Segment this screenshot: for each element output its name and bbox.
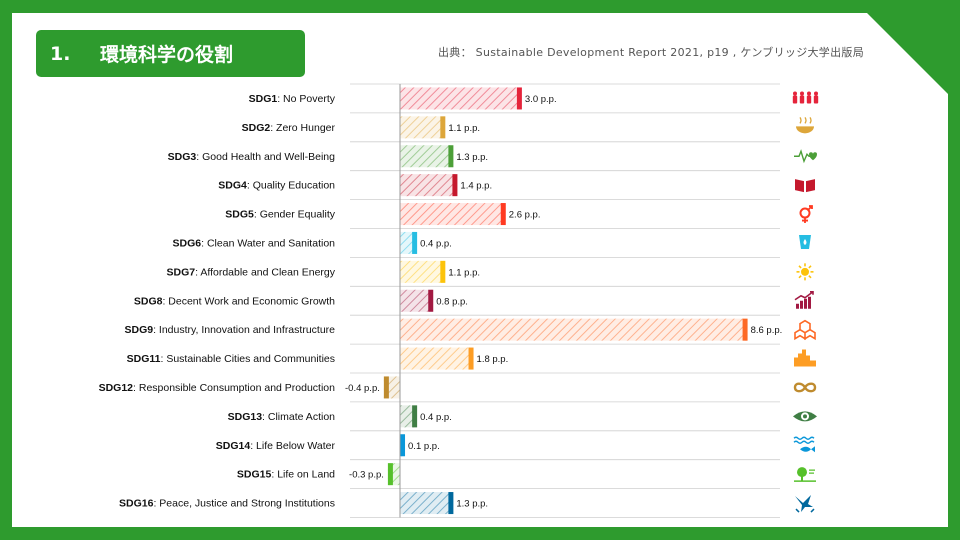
fish-icon <box>793 436 815 453</box>
bar-sdg4 <box>400 174 457 197</box>
growth-chart-icon <box>794 290 814 309</box>
people-icon <box>792 91 819 104</box>
value-label-sdg6: 0.4 p.p. <box>420 238 452 249</box>
category-label-sdg11: SDG11: Sustainable Cities and Communitie… <box>127 353 335 365</box>
sun-icon <box>796 263 814 281</box>
page-title: 環境科学の役割 <box>100 44 234 66</box>
value-label-sdg3: 1.3 p.p. <box>456 152 488 163</box>
category-label-sdg6: SDG6: Clean Water and Sanitation <box>173 237 336 249</box>
category-label-sdg1: SDG1: No Poverty <box>249 93 336 105</box>
value-label-sdg12: -0.4 p.p. <box>345 383 380 394</box>
value-label-sdg14: 0.1 p.p. <box>408 441 440 452</box>
bar-sdg8 <box>400 289 433 312</box>
tree-icon <box>794 467 816 482</box>
value-label-sdg11: 1.8 p.p. <box>477 354 509 365</box>
gender-icon <box>799 205 813 224</box>
category-label-sdg2: SDG2: Zero Hunger <box>242 122 336 134</box>
category-label-sdg13: SDG13: Climate Action <box>228 411 336 423</box>
bar-cap-sdg1 <box>516 87 522 110</box>
bar-sdg13 <box>400 405 417 428</box>
value-label-sdg8: 0.8 p.p. <box>436 296 468 307</box>
bar-cap-sdg16 <box>448 492 454 515</box>
book-icon <box>795 179 815 193</box>
eye-globe-icon <box>793 411 817 422</box>
category-label-sdg12: SDG12: Responsible Consumption and Produ… <box>99 382 336 394</box>
value-label-sdg9: 8.6 p.p. <box>751 325 783 336</box>
title-number: 1. <box>50 42 71 65</box>
bar-cap-sdg12 <box>383 376 389 399</box>
category-label-sdg4: SDG4: Quality Education <box>218 180 335 192</box>
category-label-sdg7: SDG7: Affordable and Clean Energy <box>167 266 336 278</box>
bar-sdg6 <box>400 231 417 254</box>
bar-cap-sdg5 <box>500 203 506 226</box>
bar-sdg2 <box>400 116 445 139</box>
bar-cap-sdg4 <box>452 174 458 197</box>
category-label-sdg8: SDG8: Decent Work and Economic Growth <box>134 295 335 307</box>
value-label-sdg13: 0.4 p.p. <box>420 412 452 423</box>
bar-cap-sdg14 <box>400 434 406 457</box>
bowl-icon <box>796 116 814 134</box>
bar-cap-sdg13 <box>412 405 418 428</box>
bar-sdg3 <box>400 145 453 168</box>
category-label-sdg9: SDG9: Industry, Innovation and Infrastru… <box>125 324 336 336</box>
value-label-sdg2: 1.1 p.p. <box>448 123 480 134</box>
bar-sdg1 <box>400 87 521 110</box>
bar-cap-sdg3 <box>448 145 454 168</box>
value-label-sdg1: 3.0 p.p. <box>525 94 557 105</box>
chart-rows: 3.0 p.p. SDG1: No Poverty 1.1 p.p. SDG2: Ze… <box>99 83 819 518</box>
bar-cap-sdg9 <box>742 318 748 341</box>
value-label-sdg5: 2.6 p.p. <box>509 210 541 221</box>
water-icon <box>799 234 811 249</box>
bar-sdg11 <box>400 347 473 370</box>
category-label-sdg14: SDG14: Life Below Water <box>216 440 336 452</box>
value-label-sdg15: -0.3 p.p. <box>349 470 384 481</box>
value-label-sdg7: 1.1 p.p. <box>448 267 480 278</box>
bar-cap-sdg2 <box>440 116 446 139</box>
bar-cap-sdg6 <box>412 231 418 254</box>
bar-cap-sdg7 <box>440 260 446 283</box>
dove-icon <box>795 495 815 513</box>
bar-cap-sdg11 <box>468 347 474 370</box>
bar-sdg16 <box>400 492 453 515</box>
bar-sdg7 <box>400 260 445 283</box>
category-label-sdg3: SDG3: Good Health and Well-Being <box>168 151 335 163</box>
bar-cap-sdg15 <box>387 463 393 486</box>
heartbeat-icon <box>794 149 817 164</box>
value-label-sdg16: 1.3 p.p. <box>456 499 488 510</box>
category-label-sdg16: SDG16: Peace, Justice and Strong Institu… <box>119 498 335 510</box>
infinity-icon <box>793 382 817 393</box>
bar-sdg5 <box>400 203 505 226</box>
title-box: 1. 環境科学の役割 <box>36 30 305 77</box>
category-label-sdg15: SDG15: Life on Land <box>237 469 335 481</box>
source-citation: 出典： Sustainable Development Report 2021,… <box>437 46 864 59</box>
cubes-icon <box>794 319 816 341</box>
bar-sdg9 <box>400 318 747 341</box>
city-icon <box>794 349 816 367</box>
bar-cap-sdg8 <box>428 289 434 312</box>
category-label-sdg5: SDG5: Gender Equality <box>225 209 335 221</box>
value-label-sdg4: 1.4 p.p. <box>460 181 492 192</box>
